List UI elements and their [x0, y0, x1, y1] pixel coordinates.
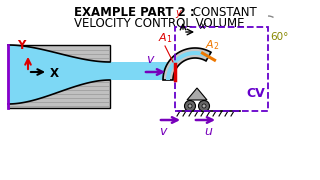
- Text: X: X: [50, 66, 59, 80]
- Polygon shape: [8, 45, 110, 104]
- Circle shape: [185, 100, 196, 111]
- Text: CV: CV: [246, 87, 265, 100]
- Text: 60°: 60°: [270, 32, 288, 42]
- Text: x: x: [199, 21, 205, 31]
- Text: $A_2$: $A_2$: [205, 38, 220, 52]
- Text: y: y: [175, 8, 181, 18]
- Bar: [110, 62, 175, 80]
- Bar: [8, 45, 110, 108]
- Text: VELOCITY CONTROL VOLUME: VELOCITY CONTROL VOLUME: [74, 17, 244, 30]
- Polygon shape: [187, 88, 207, 100]
- Text: v: v: [159, 125, 167, 138]
- Text: EXAMPLE PART 2 :: EXAMPLE PART 2 :: [74, 6, 195, 19]
- Polygon shape: [163, 48, 211, 80]
- Circle shape: [202, 104, 206, 108]
- Text: v: v: [146, 53, 154, 66]
- Circle shape: [198, 100, 210, 111]
- Bar: [175, 27, 268, 111]
- Circle shape: [188, 104, 192, 108]
- Text: u: u: [204, 125, 212, 138]
- Text: $A_1$: $A_1$: [158, 31, 172, 45]
- Polygon shape: [166, 51, 210, 80]
- Text: Y: Y: [18, 39, 26, 52]
- Text: CONSTANT: CONSTANT: [189, 6, 257, 19]
